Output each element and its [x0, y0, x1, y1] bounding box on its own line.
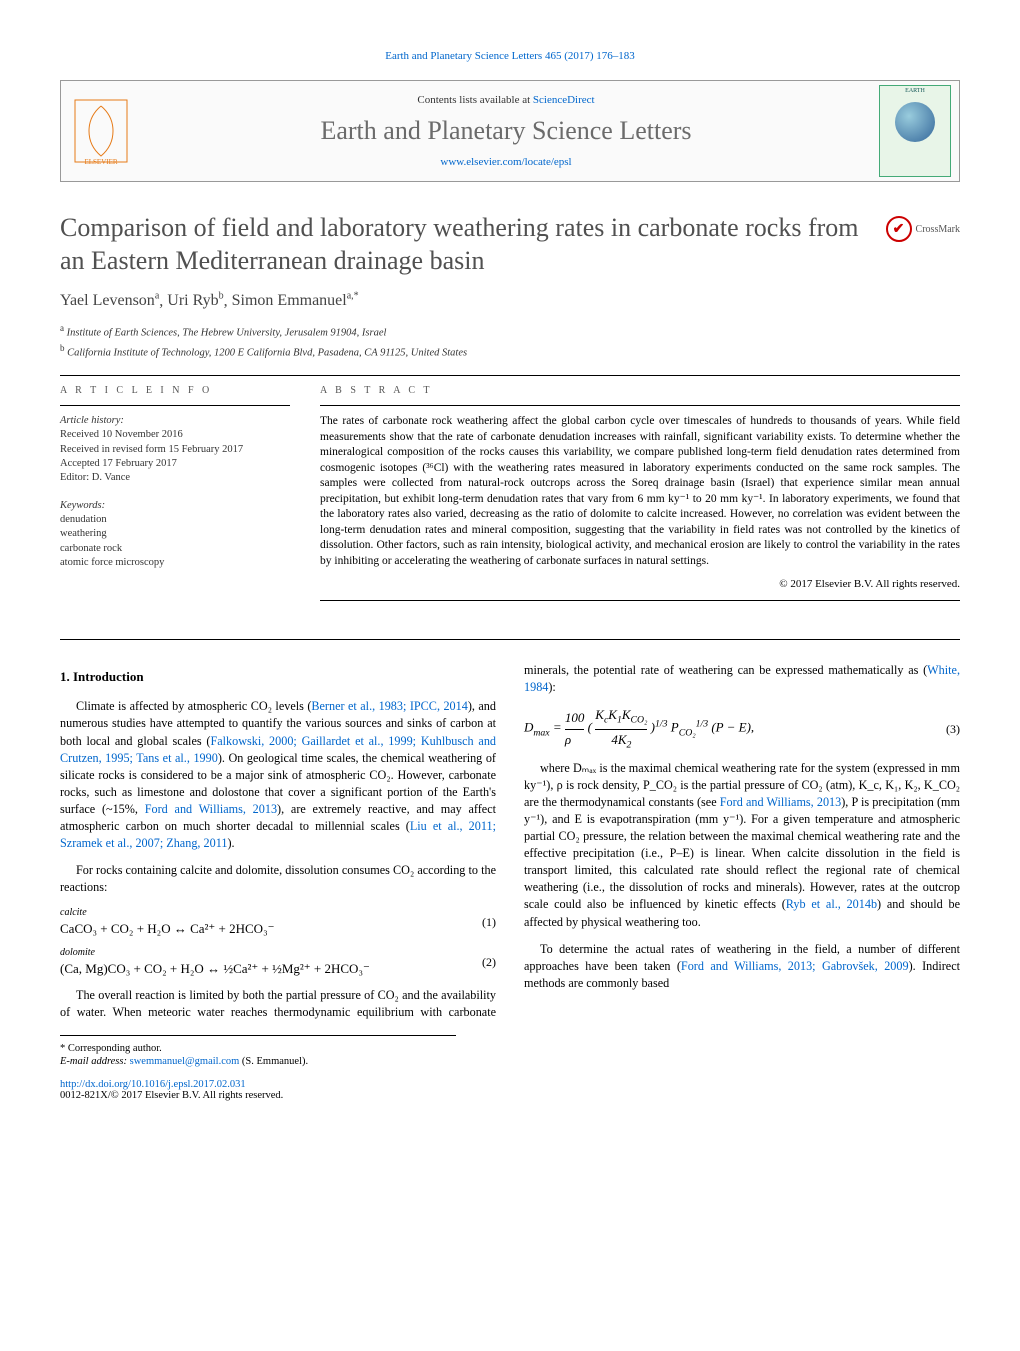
svg-text:ELSEVIER: ELSEVIER — [84, 158, 117, 166]
contents-available: Contents lists available at ScienceDirec… — [141, 94, 871, 106]
citation-link[interactable]: Berner et al., 1983; IPCC, 2014 — [311, 699, 467, 713]
history-item: Editor: D. Vance — [60, 471, 290, 485]
doi-footer: http://dx.doi.org/10.1016/j.epsl.2017.02… — [60, 1079, 960, 1101]
paragraph: For rocks containing calcite and dolomit… — [60, 862, 496, 896]
abstract-text: The rates of carbonate rock weathering a… — [320, 414, 960, 569]
article-info-column: A R T I C L E I N F O Article history: R… — [60, 384, 290, 610]
keyword: weathering — [60, 527, 290, 541]
keyword: atomic force microscopy — [60, 556, 290, 570]
history-item: Received 10 November 2016 — [60, 428, 290, 442]
email-link[interactable]: swemmanuel@gmail.com — [130, 1056, 240, 1067]
article-title: Comparison of field and laboratory weath… — [60, 212, 886, 277]
globe-icon — [895, 102, 935, 142]
history-title: Article history: — [60, 414, 290, 428]
equation-1: calcite CaCO₃ + CO₂ + H₂O ↔ Ca²⁺ + 2HCO₃… — [60, 906, 496, 938]
elsevier-logo: ELSEVIER — [61, 86, 141, 176]
history-item: Received in revised form 15 February 201… — [60, 443, 290, 457]
abstract-heading: A B S T R A C T — [320, 384, 960, 398]
sciencedirect-link[interactable]: ScienceDirect — [533, 94, 595, 106]
crossmark-icon: ✔ — [886, 216, 912, 242]
author-list: Yael Levensona, Uri Rybb, Simon Emmanuel… — [60, 291, 960, 310]
history-item: Accepted 17 February 2017 — [60, 457, 290, 471]
paragraph: where Dₘₐₓ is the maximal chemical weath… — [524, 760, 960, 931]
crossmark-badge[interactable]: ✔ CrossMark — [886, 216, 960, 242]
abstract-copyright: © 2017 Elsevier B.V. All rights reserved… — [320, 577, 960, 592]
journal-name: Earth and Planetary Science Letters — [141, 116, 871, 146]
citation-link[interactable]: Ford and Williams, 2013; Gabrovšek, 2009 — [681, 959, 909, 973]
equation-3: Dmax = 100ρ ( KcK1KCO₂4K2 )1/3 PCO₂1/3 (… — [524, 706, 960, 751]
corresponding-author-footnote: * Corresponding author. E-mail address: … — [60, 1035, 456, 1069]
divider — [60, 375, 960, 376]
citation-link[interactable]: Ford and Williams, 2013 — [720, 795, 841, 809]
author: Uri Rybb — [167, 292, 223, 309]
affiliations: a Institute of Earth Sciences, The Hebre… — [60, 322, 960, 360]
citation-link[interactable]: Ford and Williams, 2013 — [145, 802, 277, 816]
doi-link[interactable]: http://dx.doi.org/10.1016/j.epsl.2017.02… — [60, 1079, 246, 1090]
abstract-column: A B S T R A C T The rates of carbonate r… — [320, 384, 960, 610]
body-two-column: 1. Introduction Climate is affected by a… — [60, 662, 960, 1021]
journal-cover-thumb: EARTH — [879, 85, 951, 177]
equation-2: dolomite (Ca, Mg)CO₃ + CO₂ + H₂O ↔ ½Ca²⁺… — [60, 946, 496, 978]
citation-link[interactable]: Earth and Planetary Science Letters 465 … — [385, 50, 635, 62]
journal-homepage-link[interactable]: www.elsevier.com/locate/epsl — [440, 156, 571, 168]
crossmark-label: CrossMark — [916, 224, 960, 235]
author: Yael Levensona — [60, 292, 159, 309]
article-info-heading: A R T I C L E I N F O — [60, 384, 290, 398]
journal-header-box: ELSEVIER Contents lists available at Sci… — [60, 80, 960, 182]
header-citation: Earth and Planetary Science Letters 465 … — [60, 50, 960, 62]
paragraph: Climate is affected by atmospheric CO₂ l… — [60, 698, 496, 852]
citation-link[interactable]: Ryb et al., 2014b — [786, 897, 877, 911]
keywords-title: Keywords: — [60, 499, 290, 513]
keyword: denudation — [60, 513, 290, 527]
author: Simon Emmanuela,* — [232, 292, 359, 309]
keyword: carbonate rock — [60, 542, 290, 556]
paragraph: To determine the actual rates of weather… — [524, 941, 960, 992]
section-heading-introduction: 1. Introduction — [60, 668, 496, 686]
